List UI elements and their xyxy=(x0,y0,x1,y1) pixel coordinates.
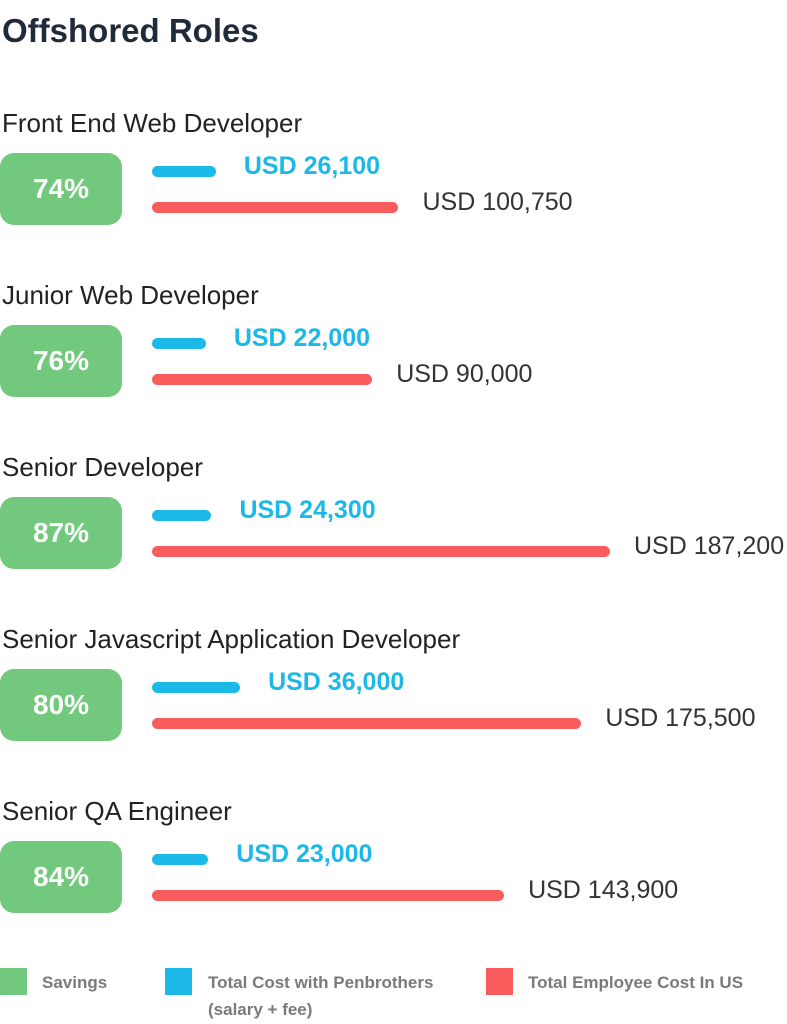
category-label: Junior Web Developer xyxy=(2,280,259,310)
cost-bar xyxy=(152,374,373,385)
legend-swatch xyxy=(486,968,513,995)
cost-bar xyxy=(152,890,505,901)
cost-bar xyxy=(152,546,610,557)
cost-bar xyxy=(152,166,216,177)
value-label: USD 90,000 xyxy=(396,360,533,388)
legend-label: Savings xyxy=(42,973,108,992)
chart-title: Offshored Roles xyxy=(2,12,259,49)
savings-badge: 84% xyxy=(0,841,122,913)
savings-label: 87% xyxy=(32,517,90,548)
category-label: Senior Javascript Application Developer xyxy=(2,624,461,654)
category-label: Front End Web Developer xyxy=(2,108,303,138)
value-label: USD 23,000 xyxy=(236,840,373,868)
savings-badge: 80% xyxy=(0,669,122,741)
savings-badge: 76% xyxy=(0,325,122,397)
cost-bar xyxy=(152,202,399,213)
legend-swatch xyxy=(0,968,27,995)
savings-label: 74% xyxy=(32,173,90,204)
value-label: USD 36,000 xyxy=(268,668,405,696)
cost-bar xyxy=(152,718,582,729)
savings-label: 84% xyxy=(32,861,90,892)
legend-label: Total Employee Cost In US xyxy=(528,973,744,992)
value-label: USD 175,500 xyxy=(605,704,756,732)
category-label: Senior QA Engineer xyxy=(2,796,232,826)
savings-label: 76% xyxy=(32,345,90,376)
category-label: Senior Developer xyxy=(2,452,203,482)
value-label: USD 143,900 xyxy=(528,876,679,904)
value-label: USD 26,100 xyxy=(243,152,381,180)
legend-swatch xyxy=(165,968,192,995)
savings-label: 80% xyxy=(32,689,90,720)
cost-bar xyxy=(152,854,209,865)
cost-bar xyxy=(152,338,206,349)
savings-badge: 87% xyxy=(0,497,122,569)
cost-bar xyxy=(152,682,241,693)
value-label: USD 22,000 xyxy=(233,324,371,352)
savings-badge: 74% xyxy=(0,153,122,225)
legend-label: Total Cost with Penbrothers (salary + fe… xyxy=(208,973,434,1019)
value-label: USD 24,300 xyxy=(239,496,376,524)
cost-bar xyxy=(152,510,212,521)
value-label: USD 187,200 xyxy=(634,532,785,560)
value-label: USD 100,750 xyxy=(422,188,573,216)
